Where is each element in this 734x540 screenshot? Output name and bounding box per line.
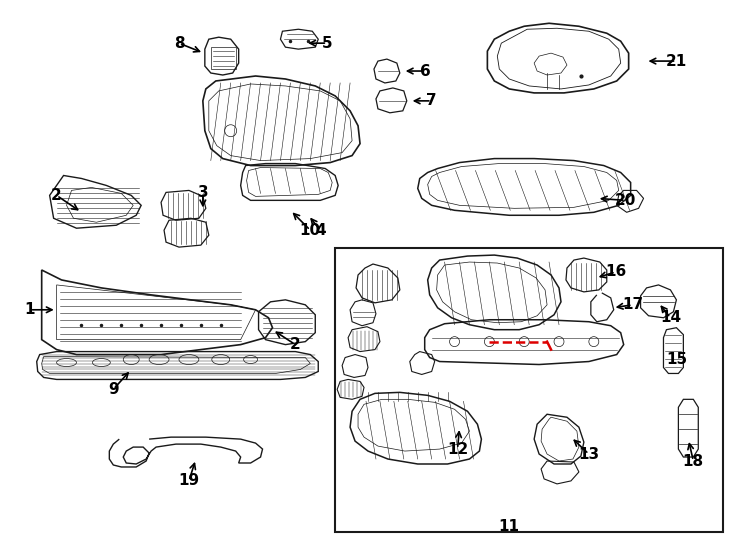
Text: 7: 7 [426, 93, 437, 109]
Text: 14: 14 [660, 310, 681, 325]
Text: 17: 17 [622, 298, 643, 312]
Text: 3: 3 [197, 185, 208, 200]
Text: 21: 21 [666, 53, 687, 69]
Text: 13: 13 [578, 447, 600, 462]
Text: 2: 2 [290, 337, 301, 352]
Text: 9: 9 [108, 382, 119, 397]
Text: 4: 4 [315, 222, 326, 238]
Text: 8: 8 [174, 36, 184, 51]
Bar [335, 248, 723, 532]
Text: 19: 19 [178, 474, 200, 488]
Text: 18: 18 [683, 454, 704, 469]
Text: 12: 12 [447, 442, 468, 457]
Text: 16: 16 [605, 265, 626, 280]
Text: 2: 2 [51, 188, 62, 203]
Text: 15: 15 [666, 352, 687, 367]
Text: 6: 6 [421, 64, 431, 78]
Text: 5: 5 [322, 36, 333, 51]
Text: 1: 1 [24, 302, 35, 318]
Text: 11: 11 [499, 519, 520, 534]
Text: 10: 10 [299, 222, 321, 238]
Text: 20: 20 [615, 193, 636, 208]
